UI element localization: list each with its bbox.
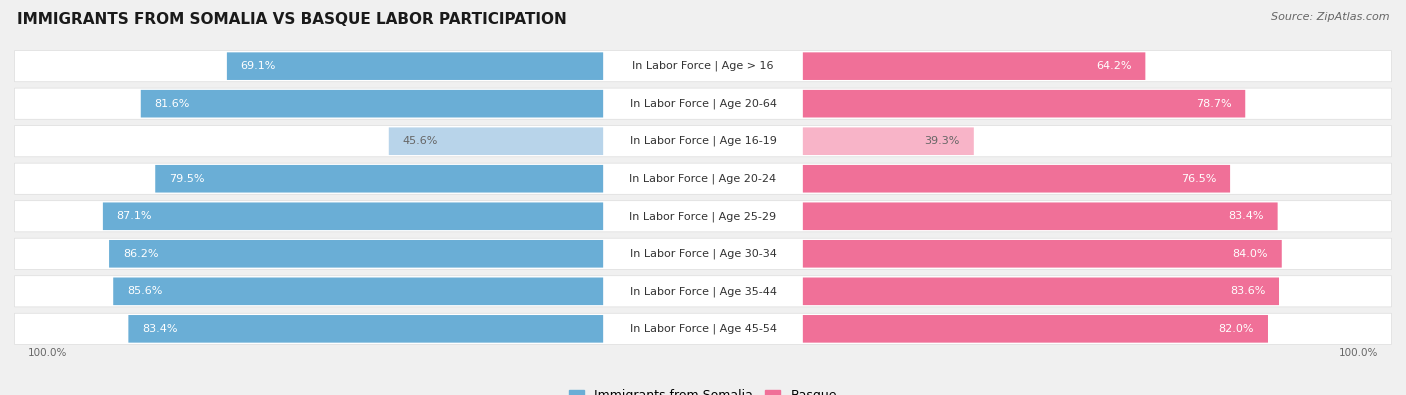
- Text: 83.4%: 83.4%: [142, 324, 177, 334]
- Text: Source: ZipAtlas.com: Source: ZipAtlas.com: [1271, 12, 1389, 22]
- FancyBboxPatch shape: [803, 315, 1268, 342]
- Text: 78.7%: 78.7%: [1195, 99, 1232, 109]
- FancyBboxPatch shape: [155, 165, 603, 192]
- Text: 83.6%: 83.6%: [1230, 286, 1265, 296]
- FancyBboxPatch shape: [803, 53, 1146, 80]
- FancyBboxPatch shape: [14, 276, 1392, 307]
- Text: In Labor Force | Age 16-19: In Labor Force | Age 16-19: [630, 136, 776, 147]
- Text: 76.5%: 76.5%: [1181, 174, 1216, 184]
- Text: In Labor Force | Age > 16: In Labor Force | Age > 16: [633, 61, 773, 71]
- FancyBboxPatch shape: [110, 240, 603, 267]
- Legend: Immigrants from Somalia, Basque: Immigrants from Somalia, Basque: [564, 384, 842, 395]
- FancyBboxPatch shape: [803, 278, 1279, 305]
- FancyBboxPatch shape: [803, 90, 1246, 117]
- Text: 86.2%: 86.2%: [122, 249, 159, 259]
- Text: 87.1%: 87.1%: [117, 211, 152, 221]
- Text: In Labor Force | Age 25-29: In Labor Force | Age 25-29: [630, 211, 776, 222]
- FancyBboxPatch shape: [14, 88, 1392, 119]
- FancyBboxPatch shape: [14, 238, 1392, 269]
- FancyBboxPatch shape: [803, 203, 1278, 230]
- Text: 81.6%: 81.6%: [155, 99, 190, 109]
- Text: In Labor Force | Age 45-54: In Labor Force | Age 45-54: [630, 324, 776, 334]
- FancyBboxPatch shape: [803, 240, 1282, 267]
- Text: In Labor Force | Age 35-44: In Labor Force | Age 35-44: [630, 286, 776, 297]
- Text: 83.4%: 83.4%: [1229, 211, 1264, 221]
- Text: 100.0%: 100.0%: [1339, 348, 1378, 357]
- Text: 64.2%: 64.2%: [1097, 61, 1132, 71]
- Text: In Labor Force | Age 20-24: In Labor Force | Age 20-24: [630, 173, 776, 184]
- Text: 69.1%: 69.1%: [240, 61, 276, 71]
- Text: 79.5%: 79.5%: [169, 174, 204, 184]
- FancyBboxPatch shape: [803, 165, 1230, 192]
- FancyBboxPatch shape: [14, 163, 1392, 194]
- FancyBboxPatch shape: [14, 201, 1392, 232]
- Text: 84.0%: 84.0%: [1233, 249, 1268, 259]
- FancyBboxPatch shape: [103, 203, 603, 230]
- FancyBboxPatch shape: [14, 313, 1392, 344]
- FancyBboxPatch shape: [226, 53, 603, 80]
- Text: 82.0%: 82.0%: [1219, 324, 1254, 334]
- Text: 39.3%: 39.3%: [925, 136, 960, 146]
- FancyBboxPatch shape: [389, 128, 603, 155]
- FancyBboxPatch shape: [141, 90, 603, 117]
- Text: In Labor Force | Age 20-64: In Labor Force | Age 20-64: [630, 98, 776, 109]
- FancyBboxPatch shape: [803, 128, 974, 155]
- FancyBboxPatch shape: [14, 51, 1392, 82]
- Text: In Labor Force | Age 30-34: In Labor Force | Age 30-34: [630, 248, 776, 259]
- Text: 100.0%: 100.0%: [28, 348, 67, 357]
- Text: IMMIGRANTS FROM SOMALIA VS BASQUE LABOR PARTICIPATION: IMMIGRANTS FROM SOMALIA VS BASQUE LABOR …: [17, 12, 567, 27]
- Text: 85.6%: 85.6%: [127, 286, 163, 296]
- FancyBboxPatch shape: [128, 315, 603, 342]
- Text: 45.6%: 45.6%: [402, 136, 439, 146]
- FancyBboxPatch shape: [14, 126, 1392, 157]
- FancyBboxPatch shape: [114, 278, 603, 305]
